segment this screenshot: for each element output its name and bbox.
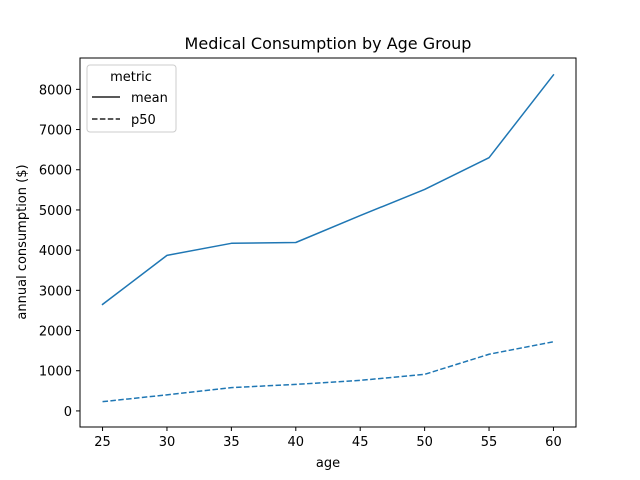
plot-frame xyxy=(79,57,577,428)
series-line-p50 xyxy=(102,341,554,403)
y-tick-label: 7000 xyxy=(39,124,72,139)
y-tick-label: 3000 xyxy=(39,284,72,299)
y-axis: 0 1000 2000 3000 4000 5000 6000 7000 8000 xyxy=(39,83,80,420)
legend-title: metric xyxy=(110,70,152,85)
legend: metric mean p50 xyxy=(86,64,177,133)
y-tick-label: 4000 xyxy=(39,244,72,259)
y-tick-label: 5000 xyxy=(39,204,72,219)
chart-title: Medical Consumption by Age Group xyxy=(185,34,472,53)
y-tick-label: 0 xyxy=(64,405,72,420)
y-tick-label: 8000 xyxy=(39,83,72,98)
legend-entry-mean: mean xyxy=(131,91,168,106)
x-tick-label: 50 xyxy=(416,435,433,450)
x-tick-label: 40 xyxy=(288,435,305,450)
series-line-mean xyxy=(101,73,555,306)
y-tick-label: 2000 xyxy=(39,325,72,340)
x-tick-label: 45 xyxy=(352,435,369,450)
x-tick-label: 55 xyxy=(481,435,498,450)
y-tick-label: 1000 xyxy=(39,365,72,380)
x-tick-label: 25 xyxy=(94,435,111,450)
x-tick-label: 60 xyxy=(545,435,562,450)
y-tick-label: 6000 xyxy=(39,164,72,179)
legend-box xyxy=(86,64,177,133)
y-axis-label: annual consumption ($) xyxy=(15,164,30,319)
plot-area xyxy=(101,73,555,403)
x-tick-label: 30 xyxy=(159,435,176,450)
x-tick-label: 35 xyxy=(223,435,240,450)
x-axis-label: age xyxy=(316,456,340,471)
legend-entry-p50: p50 xyxy=(131,113,156,128)
x-axis: 25 30 35 40 45 50 55 60 xyxy=(94,427,562,450)
